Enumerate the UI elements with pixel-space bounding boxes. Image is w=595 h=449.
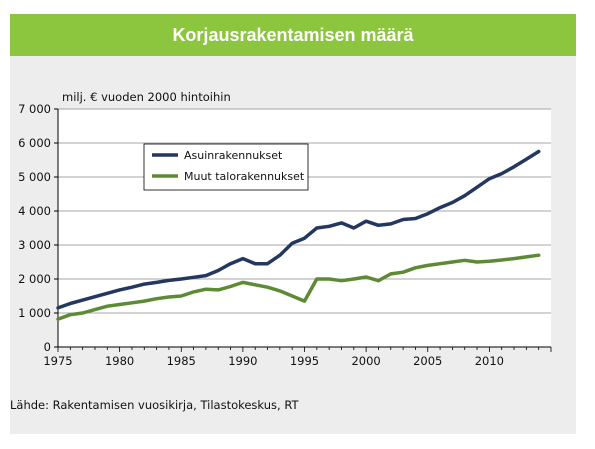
x-tick-label: 1985 (167, 354, 196, 368)
source-note: Lähde: Rakentamisen vuosikirja, Tilastok… (10, 398, 299, 412)
y-tick-label: 7 000 (18, 102, 51, 116)
line-chart: 0 1 000 2 000 3 000 4 000 5 000 6 000 7 000 197… (18, 102, 552, 368)
y-tick-label: 5 000 (18, 170, 51, 184)
x-tick-label: 1995 (290, 354, 319, 368)
series-line-2 (56, 253, 541, 321)
series-lines (56, 149, 541, 321)
x-tick-label: 1980 (105, 354, 134, 368)
chart-title: Korjausrakentamisen määrä (10, 14, 576, 56)
y-ticks: 0 1 000 2 000 3 000 4 000 5 000 6 000 7 000 (18, 102, 58, 354)
y-tick-label: 6 000 (18, 136, 51, 150)
legend-label: Muut talorakennukset (184, 170, 305, 183)
y-axis-label: milj. € vuoden 2000 hintoihin (62, 90, 231, 104)
x-ticks: 1975 1980 1985 1990 1995 2000 2005 2010 (43, 347, 552, 368)
x-tick-label: 2010 (475, 354, 504, 368)
x-tick-label: 1990 (228, 354, 257, 368)
x-tick-label: 2000 (351, 354, 380, 368)
y-tick-label: 1 000 (18, 306, 51, 320)
legend-box (143, 143, 309, 191)
y-tick-label: 3 000 (18, 238, 51, 252)
legend-label: Asuinrakennukset (184, 149, 283, 162)
series-line-1 (56, 149, 541, 310)
y-tick-label: 0 (44, 340, 51, 354)
x-tick-label: 1975 (43, 354, 72, 368)
y-tick-label: 2 000 (18, 272, 51, 286)
chart-card: Korjausrakentamisen määrä milj. € vuoden… (10, 14, 576, 434)
y-tick-label: 4 000 (18, 204, 51, 218)
legend: Asuinrakennukset Muut talorakennukset (143, 143, 309, 191)
x-tick-label: 2005 (413, 354, 442, 368)
